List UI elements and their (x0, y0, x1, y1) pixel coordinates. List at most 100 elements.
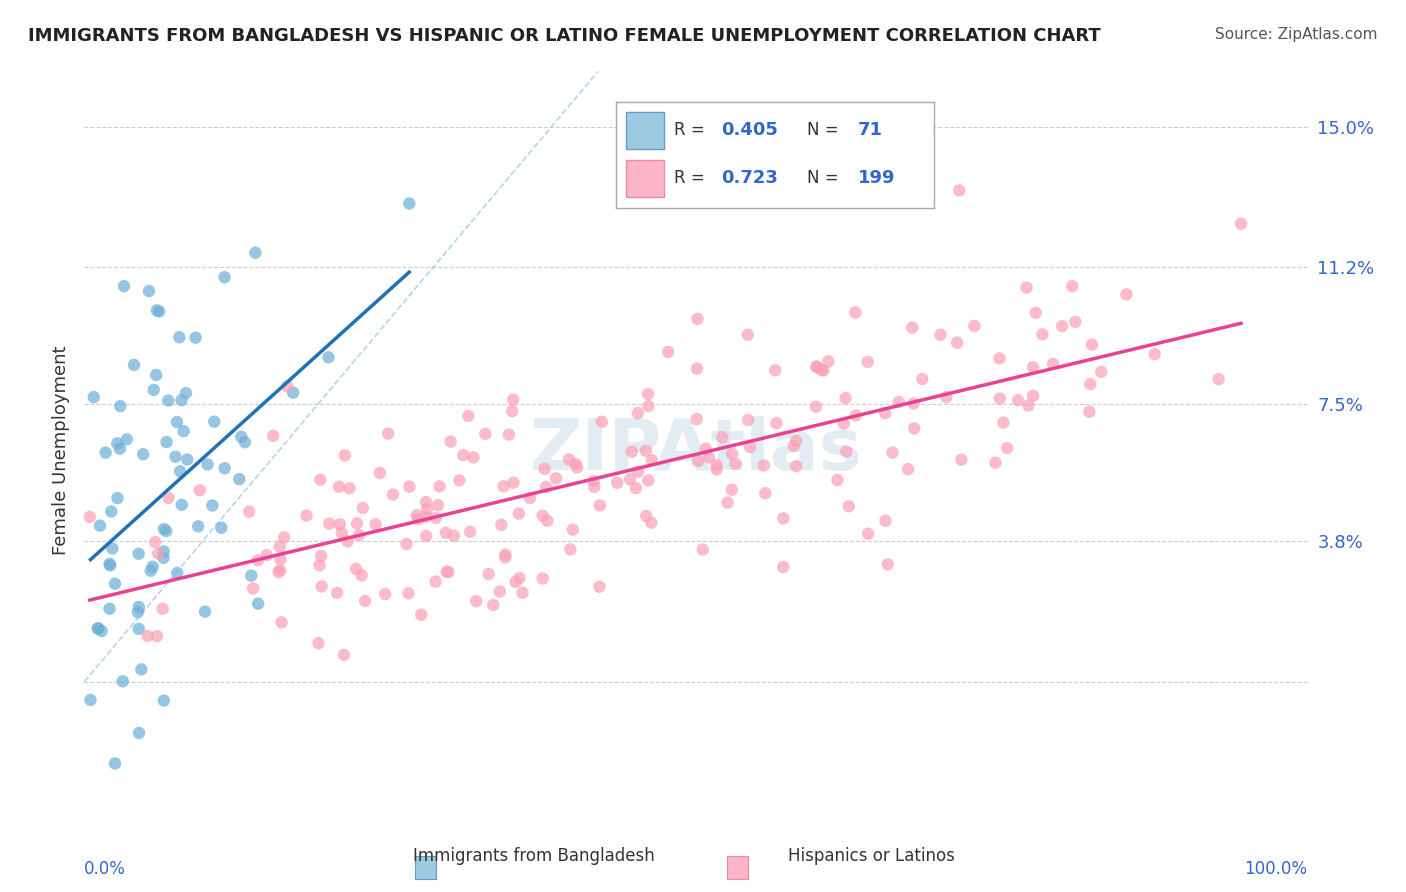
Point (269, 563, 291, 577)
Point (501, 404, 523, 418)
Point (546, 471, 568, 485)
Point (637, 474, 659, 488)
Point (368, 466, 391, 480)
Point (463, 450, 485, 465)
Point (142, 559, 165, 574)
Point (415, 495, 437, 509)
Point (988, 351, 1011, 366)
Point (352, 501, 374, 516)
Point (262, 429, 284, 443)
Point (1007, 393, 1029, 408)
Point (832, 417, 855, 431)
Point (657, 344, 679, 359)
Point (558, 452, 581, 467)
Point (415, 529, 437, 543)
Text: IMMIGRANTS FROM BANGLADESH VS HISPANIC OR LATINO FEMALE UNEMPLOYMENT CORRELATION: IMMIGRANTS FROM BANGLADESH VS HISPANIC O… (28, 27, 1101, 45)
Point (695, 442, 717, 456)
Point (276, 379, 298, 393)
Point (561, 523, 583, 537)
Point (269, 552, 291, 566)
Point (89, 518, 111, 533)
Point (752, 458, 775, 473)
Point (845, 409, 868, 423)
Point (844, 305, 866, 319)
Point (146, 629, 169, 643)
Point (583, 480, 606, 494)
Point (763, 363, 786, 377)
Point (887, 395, 910, 409)
Point (166, 566, 188, 580)
Point (434, 525, 457, 540)
Point (188, 483, 211, 498)
Point (494, 550, 516, 565)
Point (281, 385, 304, 400)
Point (307, 636, 329, 650)
Point (104, 576, 127, 591)
Point (686, 454, 709, 468)
Point (344, 562, 367, 576)
Point (115, 433, 138, 447)
Point (1090, 365, 1112, 379)
Point (901, 320, 924, 334)
Point (90, 624, 112, 638)
Text: Immigrants from Bangladesh: Immigrants from Bangladesh (413, 847, 655, 865)
Point (711, 430, 734, 444)
Point (155, 435, 177, 450)
Point (637, 399, 659, 413)
Point (1078, 405, 1101, 419)
Point (128, 726, 150, 740)
Point (737, 413, 759, 427)
Point (536, 514, 558, 528)
Point (534, 480, 557, 494)
Point (112, 279, 135, 293)
Point (1115, 287, 1137, 301)
Point (398, 586, 420, 600)
Point (721, 447, 744, 461)
Point (565, 460, 588, 475)
Point (136, 629, 159, 643)
Point (827, 473, 849, 487)
Point (318, 516, 340, 531)
Point (354, 594, 377, 608)
Point (238, 504, 260, 518)
Point (415, 509, 437, 524)
Point (1025, 306, 1047, 320)
Point (328, 480, 350, 494)
Point (405, 508, 427, 523)
Point (98, 557, 121, 571)
Point (806, 359, 828, 374)
Point (157, 393, 180, 408)
Point (153, 522, 176, 536)
Point (903, 421, 925, 435)
Text: Hispanics or Latinos: Hispanics or Latinos (789, 847, 955, 865)
Point (329, 517, 352, 532)
Point (897, 462, 920, 476)
Point (166, 415, 188, 429)
Point (233, 435, 256, 450)
Point (1015, 280, 1038, 294)
Point (214, 461, 236, 475)
Point (993, 416, 1015, 430)
Point (813, 363, 835, 377)
Point (437, 565, 460, 579)
Point (152, 601, 174, 615)
Point (498, 427, 520, 442)
Point (494, 548, 516, 562)
Point (1031, 327, 1053, 342)
Point (804, 400, 827, 414)
Point (785, 459, 807, 474)
Point (502, 392, 524, 407)
Point (686, 412, 709, 426)
Point (995, 441, 1018, 455)
Point (686, 361, 709, 376)
Point (619, 472, 641, 486)
Point (875, 514, 897, 528)
Point (686, 311, 709, 326)
Point (876, 558, 898, 572)
Point (406, 512, 429, 526)
Point (79, 509, 101, 524)
Point (508, 571, 530, 585)
Point (416, 502, 439, 516)
Point (122, 358, 145, 372)
Point (146, 303, 169, 318)
